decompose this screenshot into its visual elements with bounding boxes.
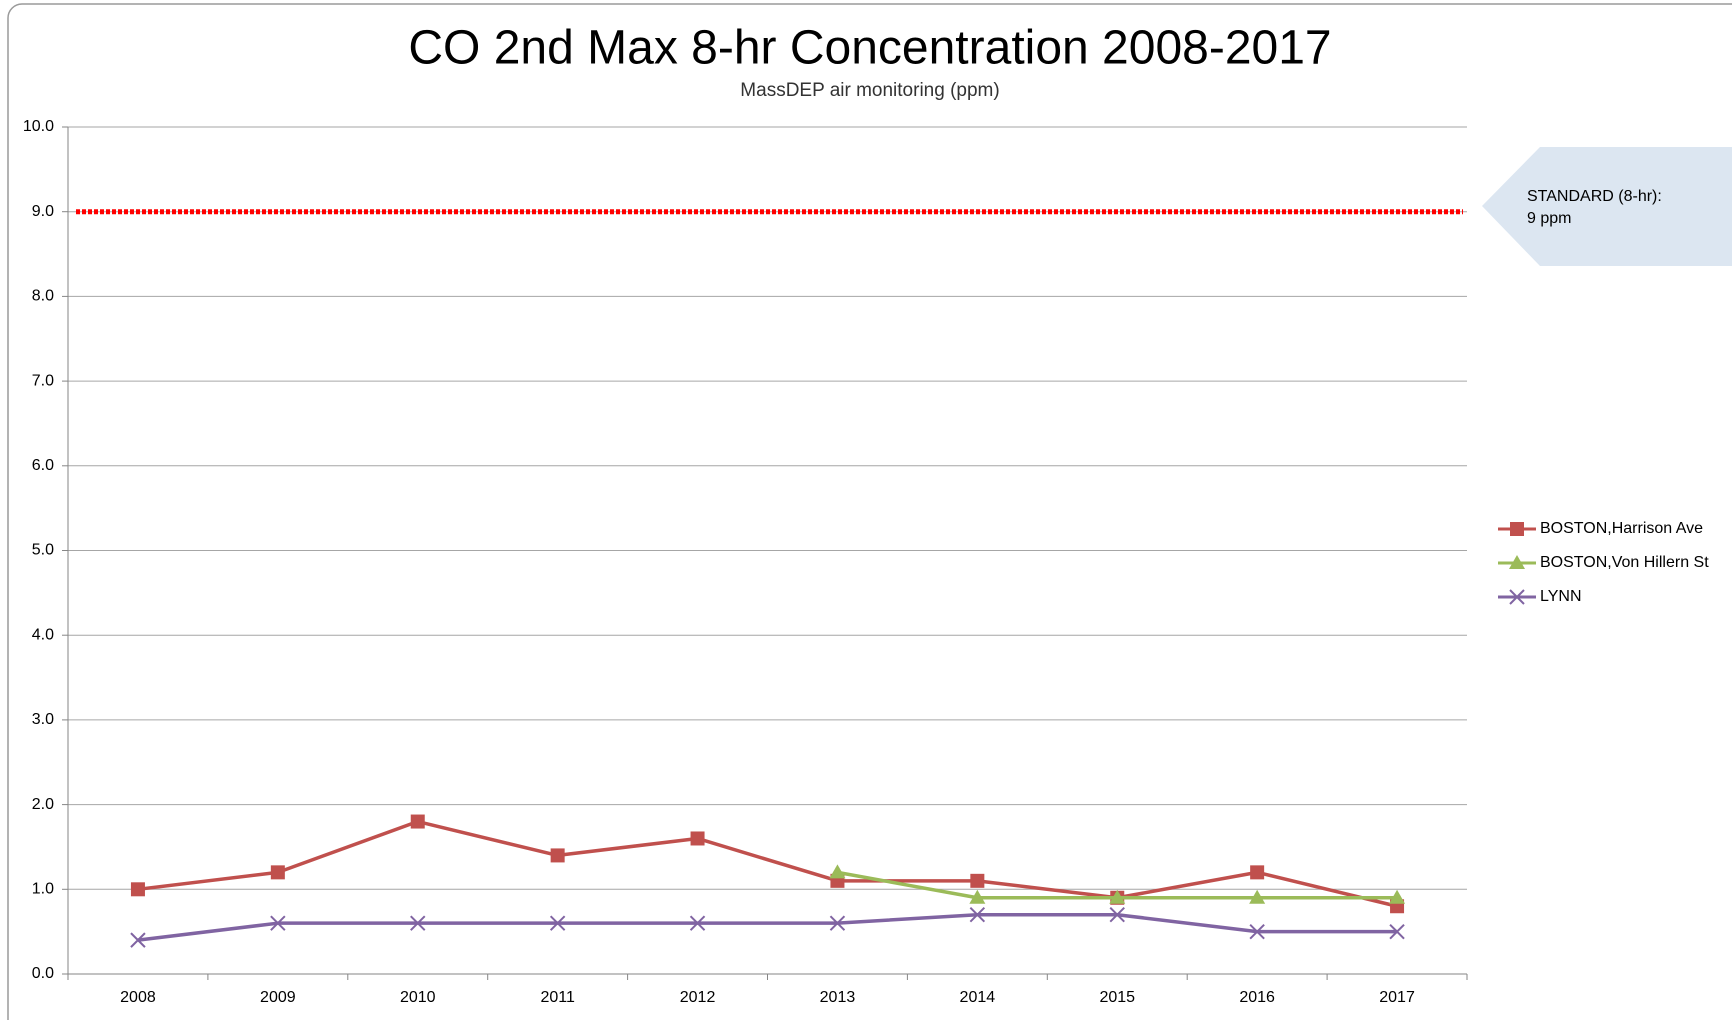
data-point bbox=[410, 915, 426, 931]
annotation-text: STANDARD (8-hr): bbox=[1527, 188, 1662, 205]
y-tick-label: 3.0 bbox=[32, 711, 54, 728]
series-line bbox=[137, 819, 1398, 908]
annotation-callout bbox=[1482, 147, 1732, 266]
data-point bbox=[1249, 923, 1265, 940]
y-tick-label: 2.0 bbox=[32, 796, 54, 813]
legend-marker bbox=[1509, 555, 1525, 569]
y-tick-label: 6.0 bbox=[32, 457, 54, 474]
data-point bbox=[1389, 889, 1406, 904]
data-point bbox=[969, 889, 986, 904]
data-point bbox=[689, 915, 706, 931]
chart-frame bbox=[7, 3, 1732, 1020]
data-point bbox=[1249, 889, 1266, 904]
legend-label: LYNN bbox=[1540, 588, 1582, 605]
annotation-text: 9 ppm bbox=[1527, 210, 1571, 227]
data-point bbox=[270, 865, 285, 880]
chart-title: CO 2nd Max 8-hr Concentration 2008-2017 bbox=[408, 22, 1331, 75]
y-tick-label: 0.0 bbox=[32, 965, 54, 982]
data-point bbox=[1109, 889, 1126, 904]
series-line bbox=[137, 912, 1398, 942]
data-point bbox=[970, 873, 985, 888]
y-tick-label: 7.0 bbox=[32, 372, 54, 389]
data-point bbox=[1389, 923, 1405, 940]
x-tick-label: 2014 bbox=[960, 989, 996, 1006]
data-point bbox=[829, 864, 846, 879]
data-point bbox=[410, 814, 425, 829]
x-tick-label: 2012 bbox=[680, 989, 716, 1006]
x-tick-label: 2009 bbox=[260, 989, 296, 1006]
x-tick-label: 2016 bbox=[1239, 989, 1275, 1006]
y-tick-label: 9.0 bbox=[32, 203, 54, 220]
x-tick-label: 2008 bbox=[120, 989, 156, 1006]
x-tick-label: 2015 bbox=[1099, 989, 1135, 1006]
data-point bbox=[1250, 865, 1265, 880]
legend-marker bbox=[1510, 522, 1524, 536]
data-point bbox=[969, 907, 986, 923]
y-tick-label: 10.0 bbox=[23, 118, 54, 135]
legend-label: BOSTON,Von Hillern St bbox=[1540, 554, 1709, 571]
chart-subtitle: MassDEP air monitoring (ppm) bbox=[740, 80, 999, 101]
data-point bbox=[549, 915, 566, 931]
legend-label: BOSTON,Harrison Ave bbox=[1540, 520, 1703, 537]
data-point bbox=[270, 915, 286, 931]
y-tick-label: 8.0 bbox=[32, 288, 54, 305]
x-tick-label: 2010 bbox=[400, 989, 436, 1006]
data-point bbox=[690, 831, 705, 846]
y-tick-label: 5.0 bbox=[32, 542, 54, 559]
y-tick-label: 1.0 bbox=[32, 881, 54, 898]
data-point bbox=[1109, 907, 1125, 923]
legend-marker bbox=[1509, 589, 1525, 605]
data-point bbox=[550, 848, 565, 863]
data-point bbox=[829, 915, 846, 931]
data-point bbox=[130, 882, 145, 897]
y-tick-label: 4.0 bbox=[32, 626, 54, 643]
x-tick-label: 2013 bbox=[820, 989, 856, 1006]
x-tick-label: 2017 bbox=[1379, 989, 1415, 1006]
x-tick-label: 2011 bbox=[540, 989, 575, 1006]
data-point bbox=[130, 932, 146, 948]
